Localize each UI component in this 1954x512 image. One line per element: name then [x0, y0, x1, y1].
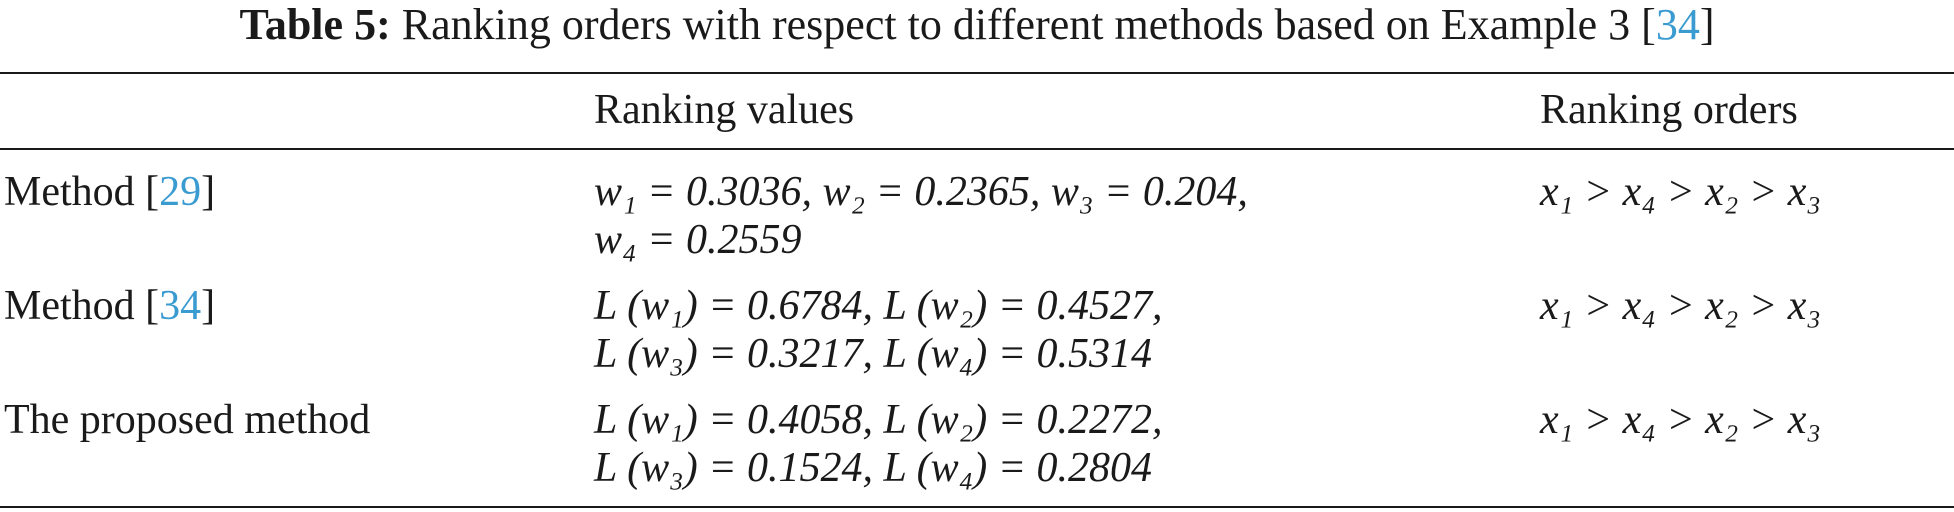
- row-1-ranking-order: x₁ > x₄ > x₂ > x₃: [1540, 169, 1821, 215]
- row-3-values-line-2: L (w₃) = 0.1524, L (w₄) = 0.2804: [594, 445, 1153, 491]
- row-3-values-line-1: L (w₁) = 0.4058, L (w₂) = 0.2272,: [594, 397, 1163, 443]
- row-1-method-label: Method [: [4, 169, 160, 215]
- caption-label: Table 5:: [239, 0, 391, 49]
- table-bottom-rule: [0, 506, 1954, 508]
- row-1-method: Method [29]: [4, 168, 215, 216]
- table-header-rule: [0, 148, 1954, 150]
- caption-citation-link[interactable]: 34: [1655, 0, 1700, 49]
- row-1-citation-link[interactable]: 29: [159, 169, 202, 215]
- caption-close: ]: [1699, 0, 1715, 49]
- row-2-ranking-order: x₁ > x₄ > x₂ > x₃: [1540, 283, 1821, 329]
- row-3-method: The proposed method: [4, 396, 370, 444]
- table-caption: Table 5: Ranking orders with respect to …: [0, 0, 1954, 50]
- header-ranking-orders: Ranking orders: [1540, 87, 1798, 133]
- row-1-ranking-values: w₁ = 0.3036, w₂ = 0.2365, w₃ = 0.204, w₄…: [594, 168, 1248, 264]
- row-2-values-line-1: L (w₁) = 0.6784, L (w₂) = 0.4527,: [594, 283, 1163, 329]
- row-2-method-close: ]: [201, 283, 216, 329]
- row-2-method: Method [34]: [4, 282, 215, 330]
- row-2-values-line-2: L (w₃) = 0.3217, L (w₄) = 0.5314: [594, 331, 1153, 377]
- row-1-method-close: ]: [201, 169, 216, 215]
- row-3-ranking-order: x₁ > x₄ > x₂ > x₃: [1540, 397, 1821, 443]
- row-1-values-line-2: w₄ = 0.2559: [594, 217, 802, 263]
- table-top-rule: [0, 72, 1954, 74]
- row-1-values-line-1: w₁ = 0.3036, w₂ = 0.2365, w₃ = 0.204,: [594, 169, 1248, 215]
- row-2-citation-link[interactable]: 34: [159, 283, 202, 329]
- row-3-ranking-values: L (w₁) = 0.4058, L (w₂) = 0.2272, L (w₃)…: [594, 396, 1163, 492]
- row-2-method-label: Method [: [4, 283, 160, 329]
- row-3-method-label: The proposed method: [4, 397, 371, 443]
- caption-text: Ranking orders with respect to different…: [401, 0, 1656, 49]
- row-2-ranking-values: L (w₁) = 0.6784, L (w₂) = 0.4527, L (w₃)…: [594, 282, 1163, 378]
- header-ranking-values: Ranking values: [594, 87, 855, 133]
